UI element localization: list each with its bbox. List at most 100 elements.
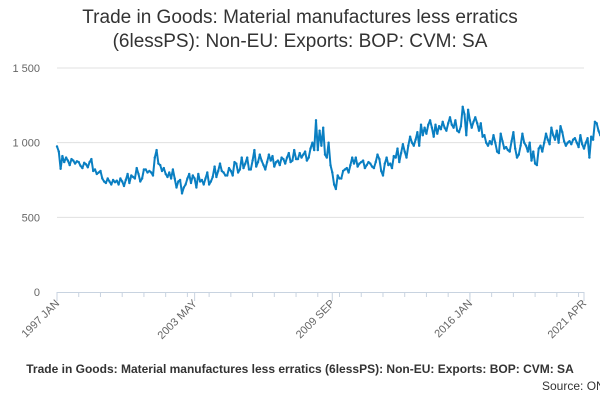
data-point <box>101 177 104 180</box>
data-point <box>541 150 544 153</box>
data-point <box>354 156 357 159</box>
data-point <box>231 174 234 177</box>
data-point <box>383 162 386 165</box>
data-point <box>546 138 549 141</box>
data-point <box>86 166 90 169</box>
data-point <box>436 132 439 135</box>
data-point <box>521 132 524 135</box>
data-point <box>506 148 510 152</box>
data-point <box>562 140 566 143</box>
data-point <box>200 178 204 182</box>
data-point <box>407 144 410 147</box>
data-point <box>588 156 591 159</box>
data-point <box>447 122 450 125</box>
data-point <box>349 163 352 167</box>
data-point <box>434 123 437 126</box>
data-point <box>178 178 182 182</box>
data-point <box>66 159 70 162</box>
data-point <box>430 126 434 129</box>
data-point <box>313 148 316 152</box>
data-point <box>586 137 589 140</box>
data-point <box>370 165 374 168</box>
data-point <box>146 171 149 174</box>
data-point <box>95 172 99 176</box>
data-point <box>526 150 530 153</box>
data-point <box>485 141 488 144</box>
data-point <box>102 180 106 183</box>
data-point <box>515 156 519 159</box>
data-point <box>398 160 401 164</box>
x-axis <box>56 292 585 301</box>
data-point <box>294 157 298 161</box>
data-point <box>428 119 432 122</box>
data-point <box>427 123 430 126</box>
data-point <box>236 171 240 174</box>
chart-title-line-2: (6lessPS): Non-EU: Exports: BOP: CVM: SA <box>112 31 488 52</box>
data-point <box>492 134 495 137</box>
data-point <box>347 171 350 174</box>
data-point <box>503 147 506 150</box>
data-point <box>175 186 178 189</box>
data-point <box>408 135 412 138</box>
data-point <box>517 153 520 156</box>
data-point <box>204 177 207 180</box>
data-point <box>256 160 260 164</box>
y-tick-label-2: 1 000 <box>12 138 40 150</box>
data-point <box>88 160 91 164</box>
data-point <box>81 166 84 170</box>
data-point <box>240 156 243 159</box>
data-point <box>104 181 108 185</box>
data-point <box>121 180 124 183</box>
data-point <box>108 180 111 183</box>
data-point <box>97 171 100 174</box>
data-point <box>571 138 575 141</box>
data-point <box>271 154 274 158</box>
data-point <box>282 157 285 161</box>
data-point <box>476 122 479 125</box>
y-tick-label-3: 1 500 <box>12 63 40 75</box>
data-point <box>189 181 193 185</box>
data-point <box>593 120 597 124</box>
data-point <box>396 147 399 150</box>
data-point <box>501 140 504 143</box>
data-point <box>316 148 319 152</box>
data-point <box>242 166 245 170</box>
data-point <box>414 138 417 141</box>
data-point <box>385 156 388 159</box>
data-point <box>207 183 211 186</box>
data-point <box>246 156 249 159</box>
series-group <box>55 105 600 195</box>
data-point <box>584 141 587 144</box>
data-point <box>164 172 167 176</box>
data-point <box>267 153 271 156</box>
data-point <box>139 180 142 183</box>
data-point <box>532 150 535 153</box>
data-point <box>206 171 209 174</box>
data-point <box>568 140 571 143</box>
x-tick-label-2: 2009 SEP <box>294 298 338 342</box>
data-point <box>188 172 191 176</box>
data-point <box>418 144 421 147</box>
data-point <box>490 143 493 146</box>
data-point <box>456 129 459 132</box>
data-point <box>416 131 419 134</box>
data-point <box>269 159 272 162</box>
data-point <box>217 169 220 173</box>
data-point <box>273 165 276 168</box>
data-point <box>84 163 88 166</box>
data-point <box>466 108 470 112</box>
data-point <box>224 174 227 177</box>
data-point <box>514 147 517 150</box>
data-point <box>356 165 359 168</box>
data-point <box>508 150 511 153</box>
data-point <box>142 168 146 171</box>
data-point <box>305 159 309 162</box>
data-point <box>461 105 464 109</box>
data-point <box>130 174 133 177</box>
data-point <box>155 148 158 152</box>
data-point <box>499 132 502 135</box>
data-point <box>582 147 586 150</box>
data-point <box>581 143 584 146</box>
data-point <box>151 174 155 177</box>
data-point <box>389 162 392 165</box>
